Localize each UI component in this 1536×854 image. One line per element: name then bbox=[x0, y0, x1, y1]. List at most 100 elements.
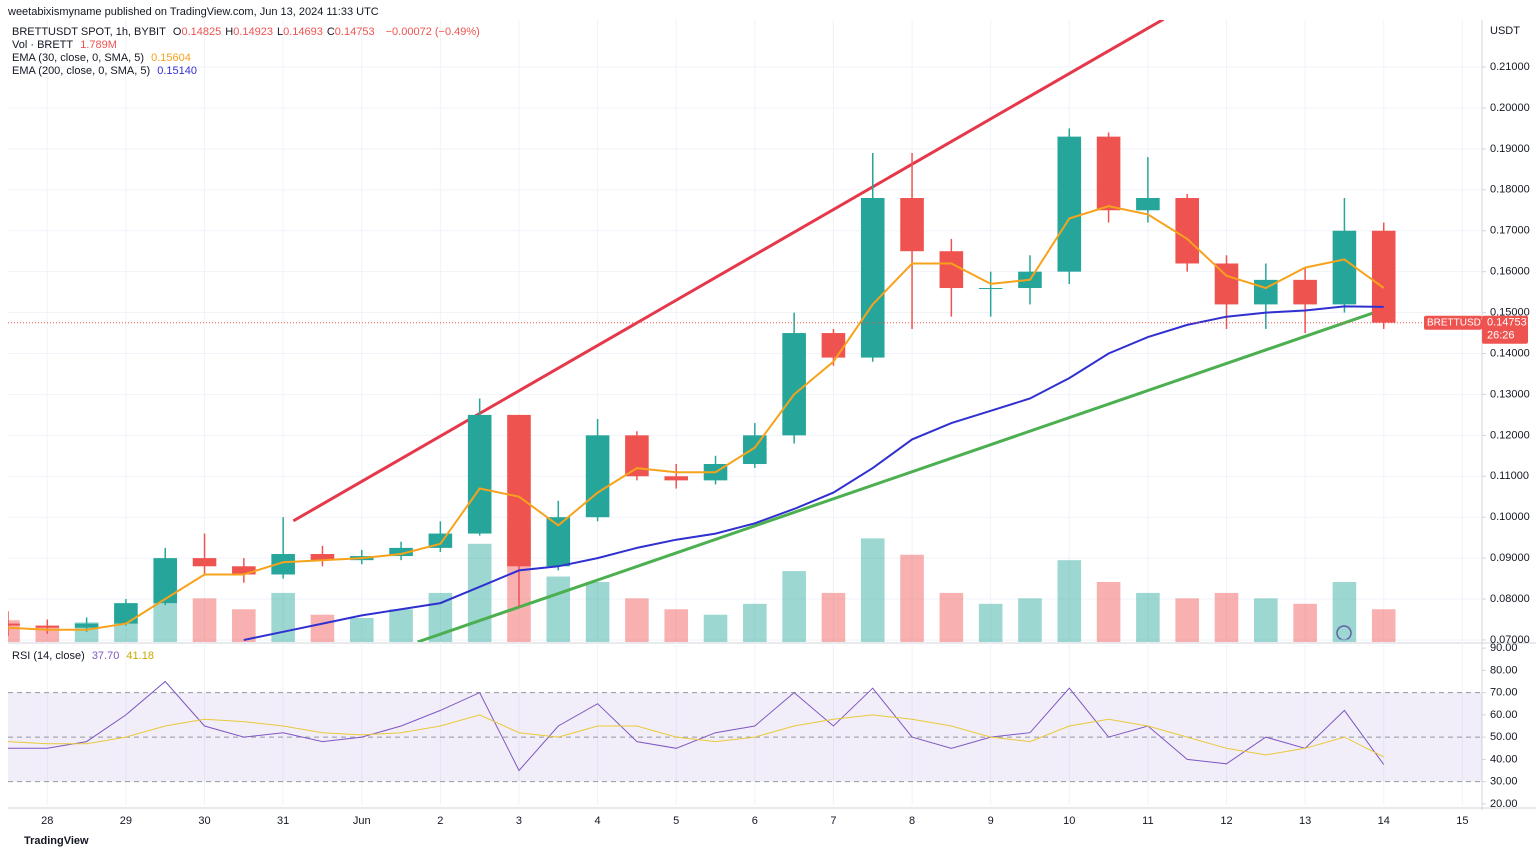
legend-line: EMA (200, close, 0, SMA, 5) 0.15140 bbox=[12, 65, 484, 78]
x-tick-label: 15 bbox=[1456, 815, 1468, 827]
volume-bar bbox=[978, 603, 1003, 642]
alert-icon[interactable] bbox=[1336, 625, 1352, 641]
ohlc-value: 0.14753 bbox=[334, 26, 375, 38]
y-tick-label: 0.12000 bbox=[1490, 429, 1530, 441]
x-tick-label: 13 bbox=[1299, 815, 1311, 827]
rsi-plot bbox=[8, 680, 1482, 783]
volume-bar bbox=[35, 625, 60, 642]
x-tick-label: 4 bbox=[595, 815, 601, 827]
axis-label: USDT bbox=[1490, 25, 1520, 37]
volume-bar bbox=[1057, 560, 1082, 642]
trendline bbox=[417, 309, 1380, 642]
candle-body bbox=[1057, 136, 1082, 272]
candle-body bbox=[8, 623, 20, 626]
candle-body bbox=[860, 198, 885, 358]
y-tick-label: 0.15000 bbox=[1490, 306, 1530, 318]
candle-body bbox=[310, 554, 335, 561]
candle-body bbox=[74, 623, 99, 628]
ohlc-key: O bbox=[172, 26, 182, 38]
volume-bar bbox=[153, 576, 178, 642]
candle-body bbox=[703, 463, 728, 481]
x-tick-label: 2 bbox=[437, 815, 443, 827]
y-tick-label: 0.10000 bbox=[1490, 511, 1530, 523]
candle-body bbox=[428, 533, 453, 548]
volume-bar bbox=[939, 592, 964, 642]
candle-body bbox=[1214, 263, 1239, 305]
price-tag-value: 0.14753 bbox=[1487, 317, 1527, 329]
indicator-line bbox=[8, 680, 1385, 772]
rsi-legend: RSI (14, close) 37.70 41.18 bbox=[12, 650, 158, 663]
ohlc-value: 0.14825 bbox=[181, 26, 222, 38]
x-tick-label: 11 bbox=[1142, 815, 1153, 827]
price-tag-countdown: 26:26 bbox=[1487, 330, 1515, 342]
x-tick-label: 12 bbox=[1220, 815, 1232, 827]
ohlc-key: C bbox=[326, 26, 335, 38]
candle-body bbox=[507, 414, 531, 567]
y-tick-label: 0.08000 bbox=[1490, 593, 1530, 605]
y-tick-label: 80.00 bbox=[1490, 664, 1518, 676]
y-tick-label: 40.00 bbox=[1490, 753, 1518, 765]
y-tick-label: 20.00 bbox=[1490, 798, 1518, 810]
candle-body bbox=[1371, 230, 1396, 323]
volume-bar bbox=[8, 620, 20, 642]
candle-body bbox=[349, 556, 374, 561]
candle-body bbox=[467, 414, 492, 534]
ohlc-key: L bbox=[276, 26, 284, 38]
y-tick-label: 50.00 bbox=[1490, 731, 1518, 743]
volume-bar bbox=[389, 609, 413, 642]
volume-bar bbox=[1096, 582, 1121, 642]
x-tick-label: 29 bbox=[120, 815, 132, 827]
rsi-ma-value: 41.18 bbox=[126, 650, 154, 662]
x-tick-label: 31 bbox=[277, 815, 289, 827]
volume-bar bbox=[114, 614, 138, 642]
y-tick-label: 0.09000 bbox=[1490, 552, 1530, 564]
x-tick-label: 14 bbox=[1378, 815, 1390, 827]
y-tick-label: 0.19000 bbox=[1490, 143, 1530, 155]
volume-bar bbox=[467, 543, 492, 642]
price-tag bbox=[1482, 315, 1528, 344]
y-tick-label: 70.00 bbox=[1490, 687, 1518, 699]
volume-bar bbox=[860, 538, 885, 642]
volume-bar bbox=[1136, 592, 1160, 642]
candle-body bbox=[35, 625, 60, 628]
y-tick-label: 0.20000 bbox=[1490, 102, 1530, 114]
volume-bar bbox=[1254, 598, 1278, 642]
volume-bar bbox=[74, 622, 99, 642]
volume-name: Vol · BRETT bbox=[12, 39, 74, 51]
volume-bar bbox=[349, 618, 374, 642]
candle-body bbox=[939, 251, 964, 289]
y-tick-label: 90.00 bbox=[1490, 642, 1518, 654]
rsi-band bbox=[8, 692, 1482, 782]
volume-bar bbox=[1214, 592, 1239, 642]
ema-value: 0.15604 bbox=[151, 52, 191, 64]
y-tick-label: 0.11000 bbox=[1490, 470, 1529, 482]
volume-bar bbox=[232, 609, 256, 642]
candle-body bbox=[546, 517, 571, 567]
x-tick-label: Jun bbox=[353, 815, 371, 827]
candle-body bbox=[1332, 230, 1357, 305]
change: −0.00072 (−0.49%) bbox=[385, 26, 480, 38]
volume-bar bbox=[271, 592, 295, 642]
volume-bar bbox=[310, 614, 335, 642]
candle-body bbox=[192, 558, 217, 567]
volume-bar bbox=[743, 603, 767, 642]
volume-bar bbox=[782, 571, 806, 642]
x-tick-label: 6 bbox=[752, 815, 758, 827]
volume-bar bbox=[1332, 582, 1357, 642]
y-tick-label: 0.14000 bbox=[1490, 347, 1530, 359]
candle-body bbox=[1254, 279, 1278, 305]
x-tick-label: 3 bbox=[516, 815, 522, 827]
candle-body bbox=[585, 435, 610, 518]
volume-bar bbox=[1371, 609, 1396, 642]
y-tick-label: 0.13000 bbox=[1490, 388, 1530, 400]
price-tag-symbol: BRETTUSDT bbox=[1427, 317, 1487, 328]
symbol: BRETTUSDT SPOT, 1h, BYBIT bbox=[12, 26, 166, 38]
candle-body bbox=[1096, 136, 1121, 211]
ohlc-value: 0.14923 bbox=[233, 26, 273, 38]
price-legend: BRETTUSDT SPOT, 1h, BYBIT O0.14825 H0.149… bbox=[12, 26, 484, 78]
candle-body bbox=[821, 333, 846, 358]
trendline bbox=[292, 20, 1165, 523]
volume-bar bbox=[664, 609, 689, 642]
y-tick-label: 30.00 bbox=[1490, 776, 1518, 788]
